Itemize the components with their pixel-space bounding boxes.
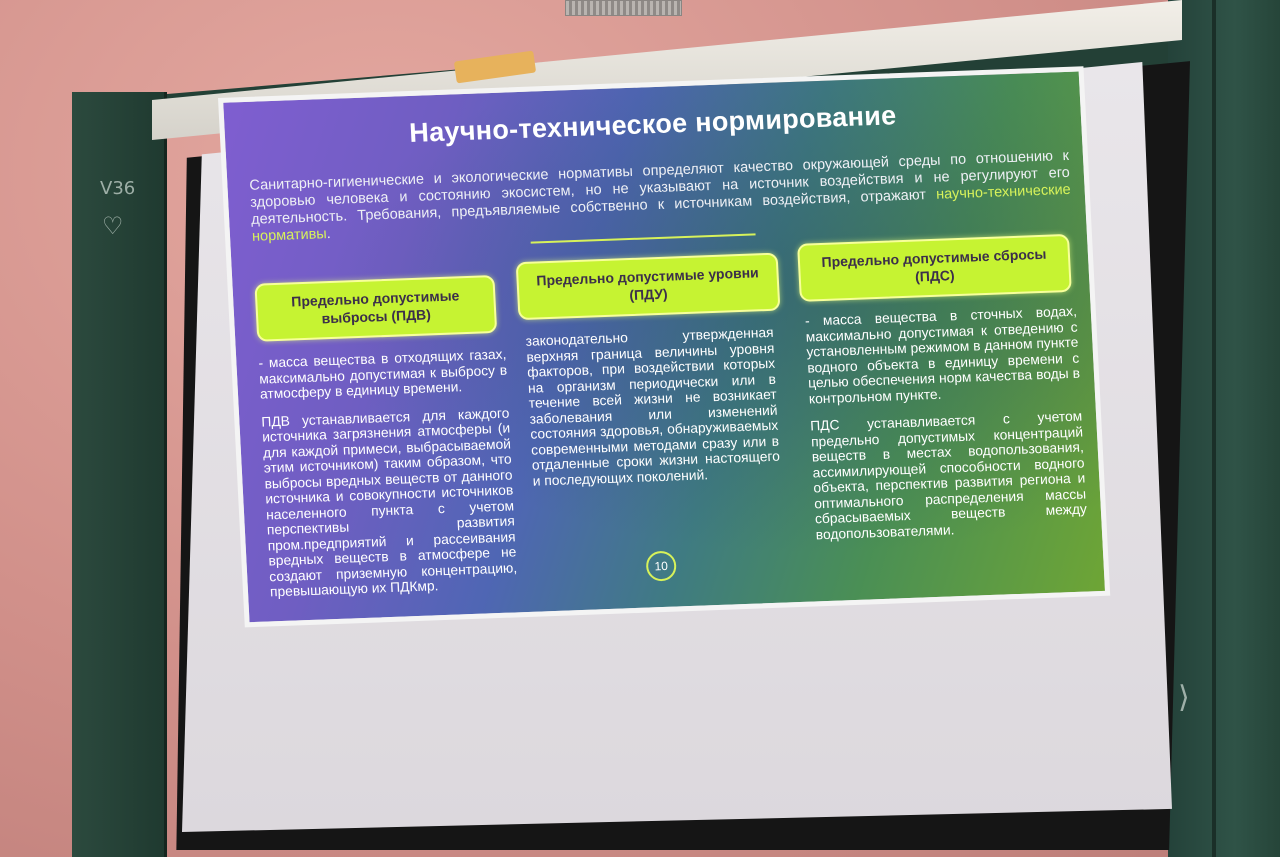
board-seam	[1212, 0, 1216, 857]
projected-slide: Научно-техническое нормирование Санитарн…	[218, 66, 1111, 628]
heading-box-pdv: Предельно допустимые выбросы (ПДВ)	[254, 274, 498, 342]
intro-end: .	[326, 225, 332, 243]
page-number: 10	[645, 550, 677, 582]
slide-intro: Санитарно-гигиенические и экологические …	[249, 148, 1072, 246]
chalk-heart: ♡	[102, 212, 124, 240]
heading-pds: Предельно допустимые сбросы (ПДС)	[821, 245, 1047, 285]
heading-box-pds: Предельно допустимые сбросы (ПДС)	[797, 233, 1072, 302]
chalkboard-left: V36 ♡	[72, 92, 167, 857]
pdu-definition: законодательно утвержденная верхняя гран…	[525, 324, 781, 489]
ceiling-vent	[565, 0, 682, 16]
pds-details: ПДС устанавливается с учетом предельно д…	[809, 408, 1088, 542]
pds-definition: - масса вещества в сточных водах, максим…	[804, 303, 1081, 407]
chalk-marks-right: ⟩	[1178, 680, 1190, 715]
chalk-marks-left: V36	[100, 178, 136, 199]
column-pds: - масса вещества в сточных водах, максим…	[805, 304, 1089, 555]
pdv-definition: - масса вещества в отходящих газах, макс…	[258, 346, 508, 402]
slide-title: Научно-техническое нормирование	[408, 100, 898, 148]
column-pdv: - масса вещества в отходящих газах, макс…	[258, 347, 519, 612]
heading-box-pdu: Предельно допустимые уровни (ПДУ)	[515, 252, 781, 321]
heading-pdu: Предельно допустимые уровни (ПДУ)	[535, 264, 760, 304]
pdv-details: ПДВ устанавливается для каждого источник…	[261, 405, 518, 600]
column-pdu: законодательно утвержденная верхняя гран…	[525, 325, 781, 501]
highlight-underline	[530, 233, 756, 244]
heading-pdv: Предельно допустимые выбросы (ПДВ)	[290, 287, 460, 327]
